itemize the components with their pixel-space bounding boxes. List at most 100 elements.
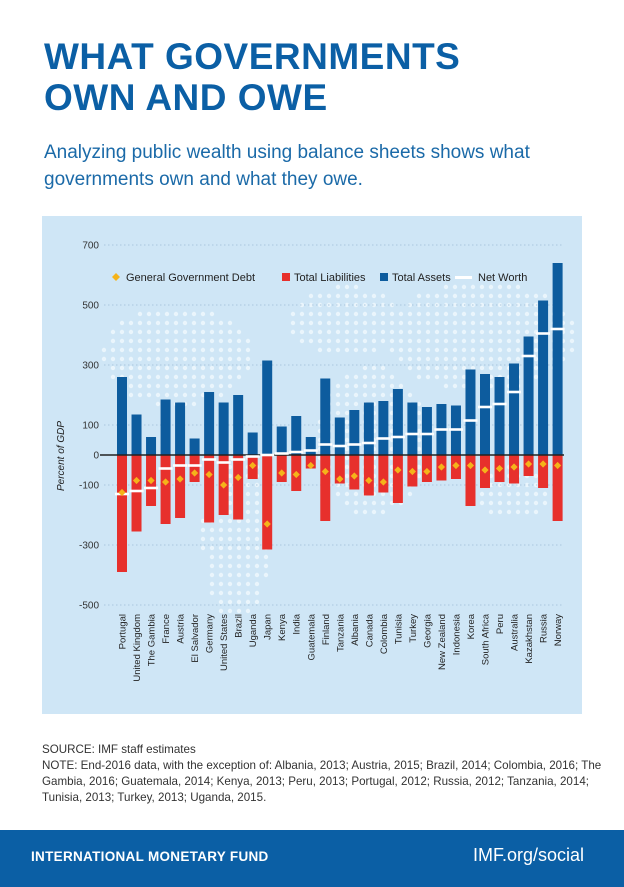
map-dot [362, 365, 368, 371]
debt-marker [307, 461, 315, 470]
map-dot [227, 554, 233, 560]
map-dot [227, 356, 233, 362]
assets-bar [204, 392, 215, 455]
map-dot [236, 329, 242, 335]
map-dot [497, 329, 503, 335]
debt-marker [554, 461, 562, 470]
map-dot [200, 356, 206, 362]
map-dot [506, 293, 512, 299]
net-worth-marker [405, 432, 420, 436]
map-dot [227, 518, 233, 524]
map-dot [362, 383, 368, 389]
map-dot [416, 419, 422, 425]
net-worth-marker [245, 455, 260, 458]
map-dot [344, 500, 350, 506]
map-dot [227, 338, 233, 344]
map-dot [497, 284, 503, 290]
map-dot [452, 329, 458, 335]
map-dot [461, 329, 467, 335]
liabilities-bar [334, 455, 345, 484]
subtitle: Analyzing public wealth using balance sh… [44, 142, 530, 190]
debt-marker [205, 470, 213, 479]
map-dot [407, 392, 413, 398]
map-dot [227, 536, 233, 542]
legend: General Government Debt Total Liabilitie… [112, 272, 527, 284]
debt-marker [481, 466, 489, 474]
map-dot [236, 599, 242, 605]
map-dot [452, 302, 458, 308]
map-dot [344, 437, 350, 443]
net-worth-marker [144, 486, 159, 490]
map-dot [398, 329, 404, 335]
map-dot [227, 473, 233, 479]
map-dot [380, 392, 386, 398]
net-worth-marker [158, 467, 173, 470]
net-worth-marker [216, 461, 231, 464]
map-dot [335, 284, 341, 290]
map-dot [416, 311, 422, 317]
map-dot [146, 383, 152, 389]
map-dot [182, 338, 188, 344]
map-dot [236, 338, 242, 344]
map-dot [209, 545, 215, 551]
map-dot [146, 374, 152, 380]
map-dot [245, 536, 251, 542]
map-dot [254, 572, 260, 578]
map-dot [488, 500, 494, 506]
net-worth-markers [115, 327, 565, 496]
map-dot [110, 356, 116, 362]
map-dot [245, 500, 251, 506]
map-dot [380, 491, 386, 497]
map-dot [218, 365, 224, 371]
map-dot [533, 356, 539, 362]
map-dot [218, 527, 224, 533]
map-dot [182, 347, 188, 353]
map-dot [218, 374, 224, 380]
map-dot [236, 347, 242, 353]
assets-bar [276, 426, 287, 455]
net-worth-marker [550, 327, 565, 331]
map-dot [245, 356, 251, 362]
map-dot [380, 302, 386, 308]
map-dot [479, 320, 485, 326]
assets-bar [392, 389, 403, 455]
map-dot [569, 320, 575, 326]
assets-bars [117, 263, 563, 455]
x-tick-label: Indonesia [451, 613, 462, 655]
map-dot [353, 338, 359, 344]
map-dot [380, 338, 386, 344]
map-dot [173, 365, 179, 371]
map-dot [218, 590, 224, 596]
map-dot [407, 356, 413, 362]
x-tick-label: Germany [205, 614, 216, 653]
footer-link[interactable]: IMF.org/social [472, 845, 584, 865]
map-dot [488, 293, 494, 299]
map-dot [425, 311, 431, 317]
map-dot [245, 608, 251, 614]
map-dot [470, 320, 476, 326]
map-dot [335, 392, 341, 398]
map-dot [209, 347, 215, 353]
map-dot [236, 590, 242, 596]
map-dot [533, 491, 539, 497]
map-dot [254, 599, 260, 605]
map-dot [416, 347, 422, 353]
map-dot [245, 338, 251, 344]
map-dot [470, 329, 476, 335]
map-dot [425, 365, 431, 371]
map-dot [335, 329, 341, 335]
map-dot [533, 365, 539, 371]
map-dot [344, 347, 350, 353]
exceptions-note: NOTE: End-2016 data, with the exception … [42, 759, 602, 804]
map-dot [128, 347, 134, 353]
map-dot [515, 329, 521, 335]
x-tick-label: New Zealand [437, 614, 448, 670]
map-dot [110, 365, 116, 371]
map-dot [209, 329, 215, 335]
map-dot [434, 338, 440, 344]
map-dot [209, 536, 215, 542]
map-dot [317, 320, 323, 326]
map-dot [227, 500, 233, 506]
y-tick-label: -300 [79, 541, 99, 552]
map-dot [200, 320, 206, 326]
